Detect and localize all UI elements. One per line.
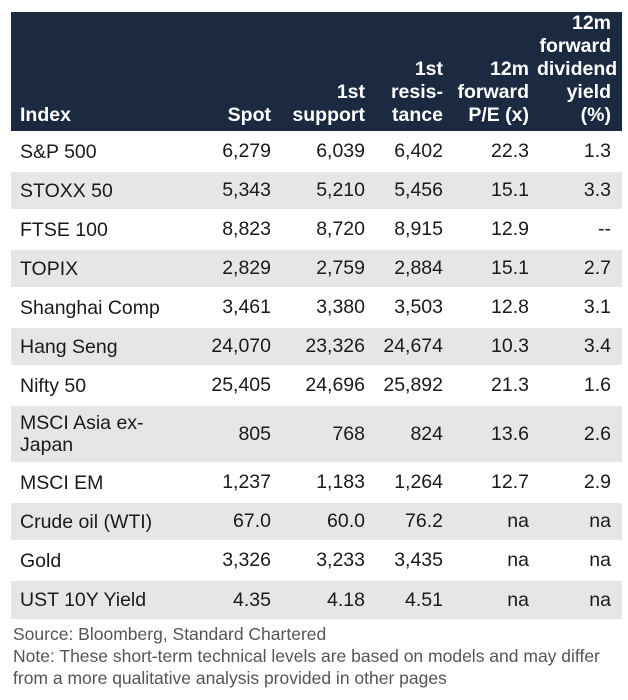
cell-yield: na [533, 540, 622, 580]
cell-resistance: 24,674 [369, 326, 447, 366]
header-resistance: 1st resis- tance [369, 12, 447, 132]
cell-yield: -- [533, 209, 622, 249]
cell-index: FTSE 100 [11, 209, 189, 249]
cell-pe: 12.9 [447, 209, 533, 249]
cell-resistance: 1,264 [369, 462, 447, 502]
cell-pe: na [447, 501, 533, 541]
cell-index: MSCI EM [11, 462, 189, 502]
cell-spot: 5,343 [189, 170, 275, 210]
cell-support: 1,183 [275, 462, 369, 502]
cell-pe: 12.8 [447, 287, 533, 327]
table-row: MSCI EM 1,237 1,183 1,264 12.7 2.9 [11, 462, 622, 502]
cell-index: Shanghai Comp [11, 287, 189, 327]
header-pe: 12m forward P/E (x) [447, 12, 533, 132]
cell-pe: 13.6 [447, 404, 533, 463]
cell-yield: 1.6 [533, 365, 622, 405]
footnotes: Source: Bloomberg, Standard Chartered No… [11, 623, 622, 689]
cell-index: MSCI Asia ex-Japan [11, 404, 189, 463]
header-support: 1st support [275, 12, 369, 132]
cell-resistance: 25,892 [369, 365, 447, 405]
cell-pe: 21.3 [447, 365, 533, 405]
table-row: UST 10Y Yield 4.35 4.18 4.51 na na [11, 579, 622, 619]
header-row: Index Spot 1st support 1st resis- tance … [11, 12, 622, 132]
cell-spot: 25,405 [189, 365, 275, 405]
disclaimer-note: Note: These short-term technical levels … [13, 646, 600, 688]
cell-support: 3,233 [275, 540, 369, 580]
cell-spot: 67.0 [189, 501, 275, 541]
cell-spot: 3,461 [189, 287, 275, 327]
cell-index: Gold [11, 540, 189, 580]
cell-spot: 4.35 [189, 579, 275, 619]
cell-yield: 1.3 [533, 131, 622, 171]
cell-spot: 3,326 [189, 540, 275, 580]
cell-spot: 8,823 [189, 209, 275, 249]
cell-resistance: 8,915 [369, 209, 447, 249]
cell-resistance: 5,456 [369, 170, 447, 210]
cell-support: 60.0 [275, 501, 369, 541]
cell-support: 8,720 [275, 209, 369, 249]
header-spot: Spot [189, 12, 275, 132]
cell-spot: 6,279 [189, 131, 275, 171]
table-row: Shanghai Comp 3,461 3,380 3,503 12.8 3.1 [11, 287, 622, 327]
cell-support: 2,759 [275, 248, 369, 288]
technical-levels-table: Index Spot 1st support 1st resis- tance … [11, 12, 622, 619]
cell-yield: 3.3 [533, 170, 622, 210]
table-wrapper: Index Spot 1st support 1st resis- tance … [11, 0, 622, 689]
cell-resistance: 2,884 [369, 248, 447, 288]
cell-resistance: 3,503 [369, 287, 447, 327]
cell-index: TOPIX [11, 248, 189, 288]
cell-spot: 2,829 [189, 248, 275, 288]
cell-support: 6,039 [275, 131, 369, 171]
table-row: Hang Seng 24,070 23,326 24,674 10.3 3.4 [11, 326, 622, 366]
cell-resistance: 824 [369, 404, 447, 463]
table-row: Nifty 50 25,405 24,696 25,892 21.3 1.6 [11, 365, 622, 405]
cell-index: Crude oil (WTI) [11, 501, 189, 541]
table-row: STOXX 50 5,343 5,210 5,456 15.1 3.3 [11, 170, 622, 210]
source-note: Source: Bloomberg, Standard Chartered [13, 624, 327, 644]
cell-support: 23,326 [275, 326, 369, 366]
cell-index: S&P 500 [11, 131, 189, 171]
cell-yield: 3.1 [533, 287, 622, 327]
table-row: Gold 3,326 3,233 3,435 na na [11, 540, 622, 580]
cell-index: UST 10Y Yield [11, 579, 189, 619]
cell-yield: 2.7 [533, 248, 622, 288]
table-row: TOPIX 2,829 2,759 2,884 15.1 2.7 [11, 248, 622, 288]
cell-pe: 10.3 [447, 326, 533, 366]
cell-pe: na [447, 540, 533, 580]
cell-pe: na [447, 579, 533, 619]
table-row: S&P 500 6,279 6,039 6,402 22.3 1.3 [11, 131, 622, 171]
cropped-caption [11, 0, 622, 12]
cell-support: 768 [275, 404, 369, 463]
cell-yield: 2.6 [533, 404, 622, 463]
cell-yield: na [533, 579, 622, 619]
table-row: FTSE 100 8,823 8,720 8,915 12.9 -- [11, 209, 622, 249]
cell-pe: 12.7 [447, 462, 533, 502]
cell-resistance: 3,435 [369, 540, 447, 580]
cell-pe: 15.1 [447, 170, 533, 210]
cell-yield: 2.9 [533, 462, 622, 502]
cell-spot: 24,070 [189, 326, 275, 366]
cell-support: 5,210 [275, 170, 369, 210]
cell-resistance: 76.2 [369, 501, 447, 541]
cell-support: 24,696 [275, 365, 369, 405]
cell-support: 3,380 [275, 287, 369, 327]
cell-support: 4.18 [275, 579, 369, 619]
cell-pe: 15.1 [447, 248, 533, 288]
header-yield: 12m forward dividend yield (%) [533, 12, 622, 132]
cell-yield: na [533, 501, 622, 541]
header-index: Index [11, 12, 189, 132]
cell-index: STOXX 50 [11, 170, 189, 210]
cell-pe: 22.3 [447, 131, 533, 171]
cell-index: Hang Seng [11, 326, 189, 366]
cell-yield: 3.4 [533, 326, 622, 366]
table-row: MSCI Asia ex-Japan 805 768 824 13.6 2.6 [11, 404, 622, 463]
cell-resistance: 6,402 [369, 131, 447, 171]
cell-spot: 805 [189, 404, 275, 463]
cell-spot: 1,237 [189, 462, 275, 502]
cell-resistance: 4.51 [369, 579, 447, 619]
cell-index: Nifty 50 [11, 365, 189, 405]
table-row: Crude oil (WTI) 67.0 60.0 76.2 na na [11, 501, 622, 541]
